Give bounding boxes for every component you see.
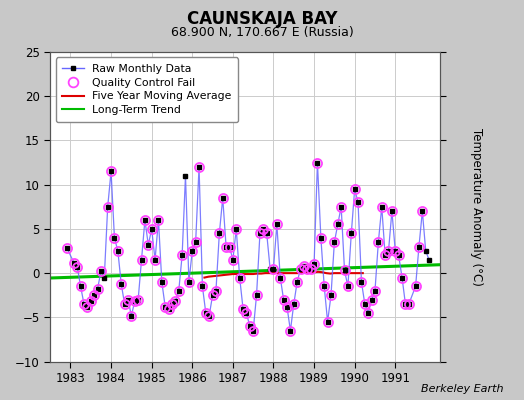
Text: Berkeley Earth: Berkeley Earth <box>421 384 503 394</box>
Text: CAUNSKAJA BAY: CAUNSKAJA BAY <box>187 10 337 28</box>
Legend: Raw Monthly Data, Quality Control Fail, Five Year Moving Average, Long-Term Tren: Raw Monthly Data, Quality Control Fail, … <box>56 58 238 122</box>
Y-axis label: Temperature Anomaly (°C): Temperature Anomaly (°C) <box>470 128 483 286</box>
Text: 68.900 N, 170.667 E (Russia): 68.900 N, 170.667 E (Russia) <box>171 26 353 39</box>
